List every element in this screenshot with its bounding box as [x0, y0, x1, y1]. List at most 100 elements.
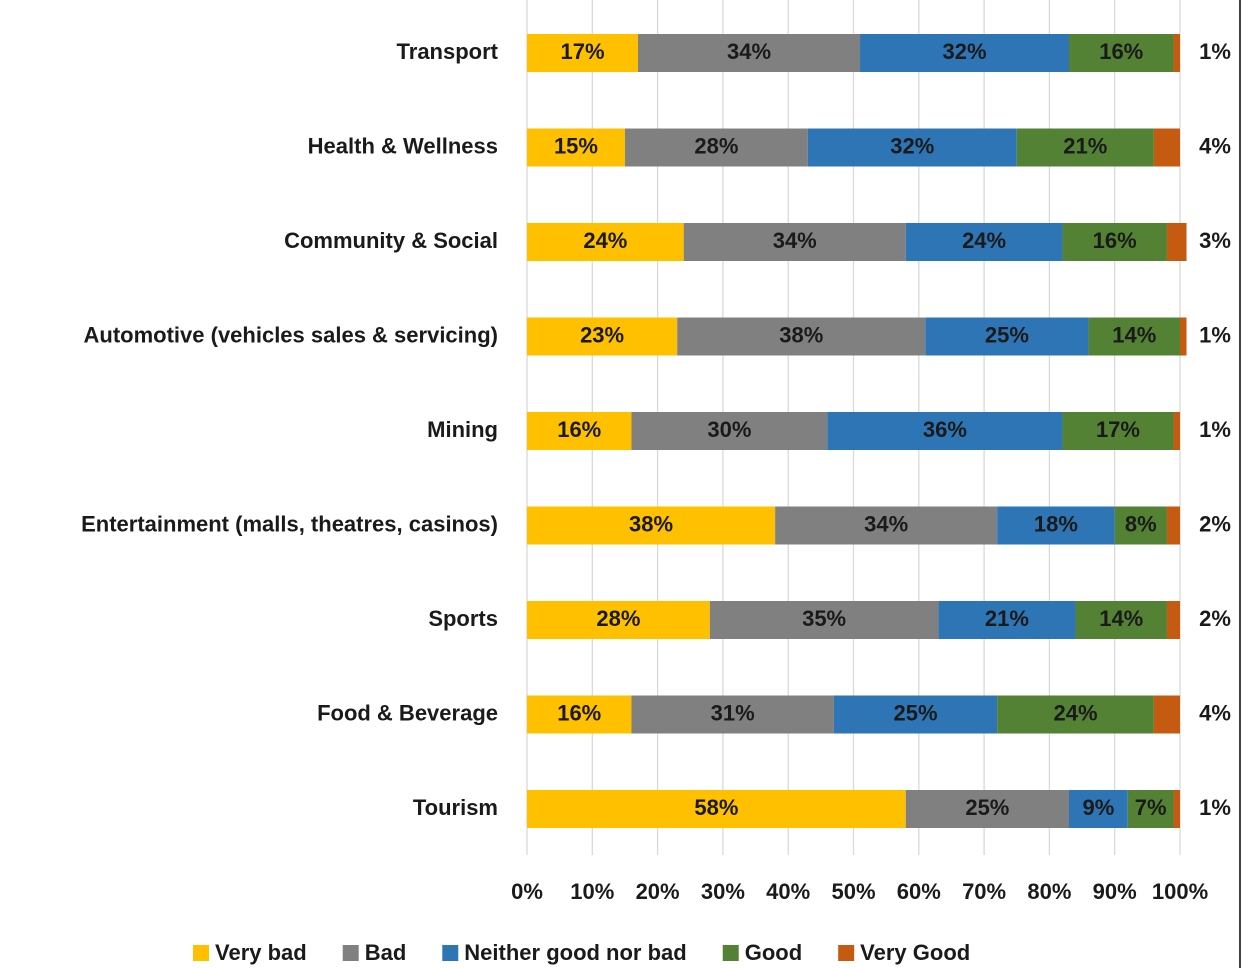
data-label: 25% [965, 795, 1009, 820]
bar-segment [527, 317, 678, 356]
bar-segment [1153, 128, 1180, 167]
legend-label: Very bad [215, 940, 307, 965]
y-tick-label: Mining [427, 417, 498, 442]
legend-label: Bad [365, 940, 407, 965]
data-label: 32% [942, 39, 986, 64]
legend-label: Very Good [860, 940, 970, 965]
bar-segment [527, 506, 776, 545]
data-label: 58% [694, 795, 738, 820]
legend-label: Good [745, 940, 802, 965]
data-label: 17% [1096, 417, 1140, 442]
bar-segment [1062, 223, 1167, 261]
bar-segment [938, 601, 1076, 639]
bar-segment [1127, 790, 1174, 828]
bar-segment [1166, 506, 1180, 545]
data-label: 2% [1199, 511, 1231, 536]
data-label: 8% [1125, 511, 1157, 536]
data-label: 21% [1063, 133, 1107, 158]
y-tick-label: Transport [397, 39, 499, 64]
bar-segment [997, 695, 1154, 734]
x-tick-label: 40% [766, 879, 810, 904]
bar-segment [1114, 506, 1167, 545]
data-label: 2% [1199, 606, 1231, 631]
data-label: 31% [711, 700, 755, 725]
y-tick-label: Tourism [413, 795, 498, 820]
data-label: 4% [1199, 700, 1231, 725]
data-label: 24% [962, 228, 1006, 253]
data-label: 28% [694, 133, 738, 158]
bar-segment [638, 34, 861, 72]
legend-swatch [838, 945, 855, 961]
data-label: 25% [894, 700, 938, 725]
data-label: 34% [727, 39, 771, 64]
data-label: 24% [583, 228, 627, 253]
bar-segment [1173, 412, 1180, 450]
y-tick-label: Sports [428, 606, 498, 631]
data-label: 1% [1199, 322, 1231, 347]
bar-segment [905, 790, 1069, 828]
y-tick-label: Health & Wellness [308, 133, 498, 158]
data-label: 25% [985, 322, 1029, 347]
data-label: 36% [923, 417, 967, 442]
bar-segment [807, 128, 1017, 167]
bar-segment [527, 695, 632, 734]
data-label: 4% [1199, 133, 1231, 158]
bar-segment [1016, 128, 1154, 167]
data-label: 24% [1053, 700, 1097, 725]
bar-segment [631, 695, 834, 734]
bar-segment [1062, 412, 1174, 450]
y-tick-label: Community & Social [284, 228, 498, 253]
data-label: 9% [1082, 795, 1114, 820]
data-label: 21% [985, 606, 1029, 631]
bar-segment [860, 34, 1069, 72]
x-tick-label: 100% [1152, 879, 1208, 904]
data-label: 35% [802, 606, 846, 631]
legend-swatch [342, 945, 359, 961]
bar-segment [709, 601, 939, 639]
bar-segment [1088, 317, 1180, 356]
data-label: 32% [890, 133, 934, 158]
bar-segment [1068, 34, 1174, 72]
data-label: 30% [707, 417, 751, 442]
bar-segment [527, 128, 625, 167]
data-label: 14% [1099, 606, 1143, 631]
data-label: 34% [773, 228, 817, 253]
bar-segment [527, 601, 710, 639]
x-tick-label: 10% [570, 879, 614, 904]
bar-segment [833, 695, 998, 734]
data-label: 14% [1112, 322, 1156, 347]
bar-segment [527, 34, 639, 72]
x-tick-label: 90% [1093, 879, 1137, 904]
bar-segment [527, 412, 632, 450]
bar-segment [827, 412, 1063, 450]
bar-segment [527, 790, 906, 828]
data-label: 16% [557, 700, 601, 725]
x-tick-label: 30% [701, 879, 745, 904]
bar-segment [997, 506, 1115, 545]
x-tick-label: 20% [636, 879, 680, 904]
data-label: 3% [1199, 228, 1231, 253]
x-tick-label: 70% [962, 879, 1006, 904]
legend-swatch [193, 945, 209, 961]
bar-segment [683, 223, 906, 261]
x-tick-label: 60% [897, 879, 941, 904]
bar-segment [1166, 601, 1180, 639]
bar-segment [1180, 317, 1187, 356]
x-tick-label: 0% [511, 879, 543, 904]
data-label: 1% [1199, 417, 1231, 442]
legend-swatch [722, 945, 739, 961]
bar-segment [1075, 601, 1167, 639]
x-tick-label: 50% [831, 879, 875, 904]
bar-segment [1153, 695, 1180, 734]
bar-segment [527, 223, 684, 261]
bar-segment [1173, 34, 1180, 72]
data-label: 16% [1099, 39, 1143, 64]
bar-segment [1068, 790, 1128, 828]
data-label: 23% [580, 322, 624, 347]
data-label: 16% [557, 417, 601, 442]
y-tick-label: Automotive (vehicles sales & servicing) [84, 322, 499, 347]
data-label: 17% [560, 39, 604, 64]
bar-segment [925, 317, 1089, 356]
